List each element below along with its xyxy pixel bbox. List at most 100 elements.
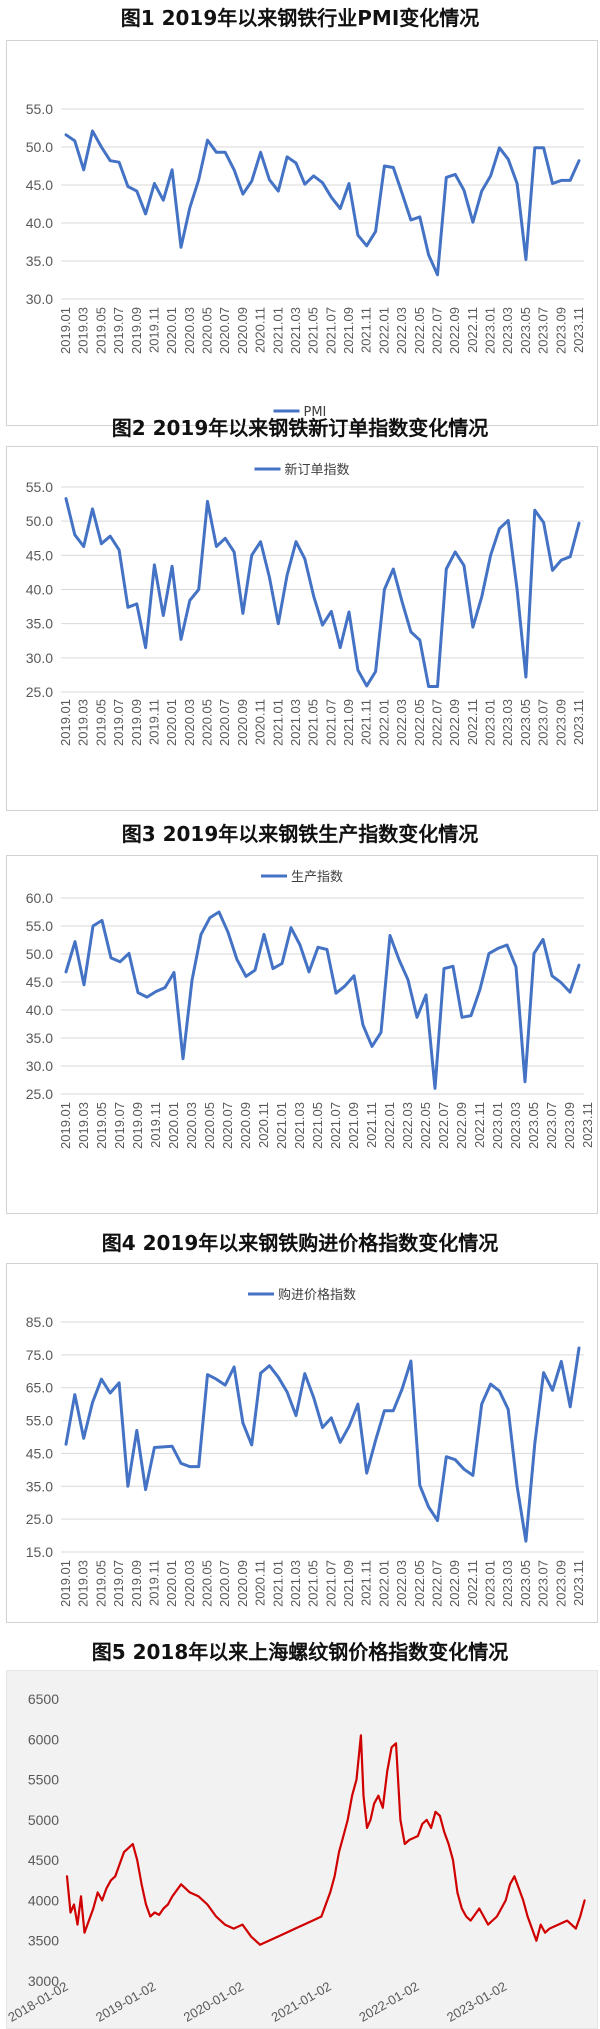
y-tick-label: 65.0: [26, 1380, 53, 1396]
x-tick-label: 2020.07: [217, 699, 232, 746]
x-tick-label: 2021.11: [359, 307, 374, 353]
figure-5-title: 图5 2018年以来上海螺纹钢价格指数变化情况: [91, 1640, 509, 1664]
x-tick-label: 2020.03: [182, 307, 197, 354]
y-tick-label: 40.0: [26, 215, 53, 231]
figure-4-title: 图4 2019年以来钢铁购进价格指数变化情况: [101, 1231, 499, 1255]
y-tick-label: 55.0: [26, 1413, 53, 1429]
x-tick-label: 2022.09: [454, 1102, 469, 1149]
x-tick-label: 2019-01-02: [93, 1979, 158, 2025]
x-tick-label: 2020.09: [235, 699, 250, 746]
x-tick-label: 2022.03: [394, 699, 409, 746]
x-tick-label: 2023.03: [500, 1560, 515, 1607]
x-tick-label: 2021.01: [270, 307, 285, 354]
x-tick-label: 2022-01-02: [356, 1979, 421, 2025]
x-tick-label: 2022.11: [465, 1560, 480, 1606]
x-tick-label: 2021.07: [323, 1560, 338, 1607]
legend: 购进价格指数: [248, 1287, 356, 1303]
pmi-chart: 30.0 35.0 40.0 45.0 50.0 55.0 2019.01 2019.03 20…: [6, 40, 598, 426]
y-tick-label: 25.0: [26, 1086, 53, 1102]
x-tick-label: 2019.09: [130, 1102, 145, 1149]
x-tick-label: 2023.07: [536, 1560, 551, 1607]
x-tick-label: 2020.11: [253, 307, 268, 353]
x-tick-label: 2023.09: [553, 699, 568, 746]
y-tick-label: 50.0: [26, 139, 53, 155]
x-tick-label: 2023.11: [571, 307, 586, 353]
legend: 新订单指数: [254, 462, 350, 478]
x-tick-label: 2023.05: [518, 699, 533, 746]
x-tick-label: 2019.07: [111, 699, 126, 746]
x-tick-label: 2020.09: [235, 1560, 250, 1607]
x-tick-label: 2021.07: [328, 1102, 343, 1149]
x-tick-label: 2023.11: [571, 699, 586, 745]
x-tick-label: 2021-01-02: [269, 1979, 334, 2025]
x-tick-label: 2021.11: [364, 1102, 379, 1148]
figure-3-title: 图3 2019年以来钢铁生产指数变化情况: [121, 822, 479, 846]
x-tick-label: 2023.05: [518, 307, 533, 354]
x-tick-label: 2019.11: [148, 1102, 163, 1148]
x-tick-label: 2023.07: [536, 307, 551, 354]
x-tick-label: 2022.11: [465, 699, 480, 745]
x-tick-label: 2020.11: [253, 699, 268, 745]
y-tick-label: 3000: [28, 1973, 59, 1989]
y-tick-label: 45.0: [26, 177, 53, 193]
x-tick-label: 2021.01: [270, 1560, 285, 1607]
x-tick-label: 2023.11: [580, 1102, 595, 1148]
x-tick-label: 2019.01: [58, 1102, 73, 1149]
x-tick-label: 2021.05: [306, 1560, 321, 1607]
x-tick-label: 2019.03: [76, 699, 91, 746]
y-tick-label: 60.0: [26, 890, 53, 906]
y-tick-label: 35.0: [26, 1478, 53, 1494]
x-tick-label: 2021.01: [274, 1102, 289, 1149]
x-tick-label: 2020-01-02: [181, 1979, 246, 2025]
y-tick-label: 55.0: [26, 101, 53, 117]
x-tick-label: 2019.11: [146, 307, 161, 353]
x-tick-label: 2022.05: [412, 307, 427, 354]
rebar-price-chart: 3000 3500 4000 4500 5000 5500 6000 6500 2018-01-…: [6, 1670, 598, 2029]
figure-1-title: 图1 2019年以来钢铁行业PMI变化情况: [120, 6, 480, 30]
x-tick-label: 2021.11: [359, 699, 374, 745]
x-tick-label: 2020.03: [184, 1102, 199, 1149]
x-tick-label: 2023.01: [483, 307, 498, 354]
x-tick-label: 2023.03: [500, 307, 515, 354]
x-tick-label: 2021.07: [323, 699, 338, 746]
x-tick-label: 2021.01: [270, 699, 285, 746]
x-tick-label: 2020.05: [200, 1560, 215, 1607]
x-tick-label: 2020.07: [217, 307, 232, 354]
x-tick-label: 2021.09: [341, 699, 356, 746]
y-tick-label: 55.0: [26, 479, 53, 495]
x-tick-label: 2019.03: [76, 307, 91, 354]
x-tick-label: 2020.01: [164, 307, 179, 354]
x-tick-label: 2019.03: [76, 1560, 91, 1607]
x-tick-label: 2022.11: [465, 307, 480, 353]
x-tick-label: 2022.09: [447, 1560, 462, 1607]
x-tick-label: 2019.01: [58, 1560, 73, 1607]
y-tick-label: 40.0: [26, 1002, 53, 1018]
x-tick-label: 2020.09: [238, 1102, 253, 1149]
x-tick-label: 2020.03: [182, 1560, 197, 1607]
x-tick-label: 2021.09: [346, 1102, 361, 1149]
x-tick-label: 2020.05: [200, 307, 215, 354]
y-tick-label: 5500: [28, 1772, 59, 1788]
y-tick-label: 25.0: [26, 684, 53, 700]
x-tick-label: 2019.05: [93, 1560, 108, 1607]
y-tick-label: 6000: [28, 1731, 59, 1747]
x-tick-label: 2022.07: [436, 1102, 451, 1149]
x-tick-label: 2022.03: [394, 307, 409, 354]
x-tick-label: 2020.07: [220, 1102, 235, 1149]
x-tick-label: 2019.03: [76, 1102, 91, 1149]
y-tick-label: 3500: [28, 1933, 59, 1949]
x-tick-label: 2022.05: [412, 1560, 427, 1607]
y-tick-label: 45.0: [26, 547, 53, 563]
x-tick-label: 2023.07: [536, 699, 551, 746]
x-tick-label: 2020.07: [217, 1560, 232, 1607]
x-tick-label: 2023.01: [483, 1560, 498, 1607]
legend: PMI: [273, 405, 326, 420]
y-tick-label: 45.0: [26, 1445, 53, 1461]
x-tick-label: 2019.05: [93, 699, 108, 746]
y-tick-label: 30.0: [26, 1058, 53, 1074]
series-line: [65, 1734, 586, 1946]
